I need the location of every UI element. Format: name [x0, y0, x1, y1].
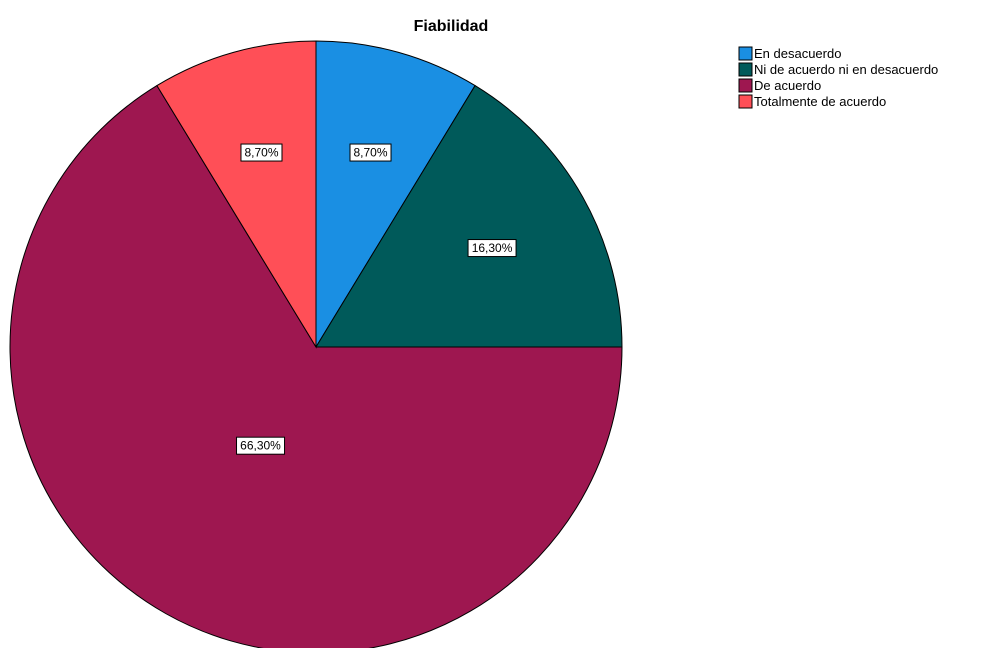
data-label-text: 16,30%	[472, 241, 513, 255]
data-label: 66,30%	[236, 436, 286, 455]
legend-label-en-desacuerdo: En desacuerdo	[754, 46, 841, 61]
data-label-box	[236, 436, 286, 455]
data-label-text: 8,70%	[353, 146, 387, 160]
data-label-text: 8,70%	[244, 146, 278, 160]
legend-swatch-ni-de-acuerdo-ni-en-desacuerdo	[738, 62, 753, 77]
chart-title: Fiabilidad	[414, 18, 489, 35]
legend-swatch-totalmente-de-acuerdo	[738, 94, 753, 109]
pie-slices	[9, 40, 623, 648]
data-label: 8,70%	[349, 143, 392, 162]
data-label-box	[349, 143, 392, 162]
pie-slice-totalmente-de-acuerdo	[156, 40, 317, 349]
legend-label-de-acuerdo: De acuerdo	[754, 78, 821, 93]
data-label: 8,70%	[240, 143, 283, 162]
legend-swatch-de-acuerdo	[738, 78, 753, 93]
data-label: 16,30%	[467, 239, 517, 258]
legend-label-totalmente-de-acuerdo: Totalmente de acuerdo	[754, 94, 886, 109]
legend-label-ni-de-acuerdo-ni-en-desacuerdo: Ni de acuerdo ni en desacuerdo	[754, 62, 938, 77]
data-label-box	[467, 239, 517, 258]
data-label-text: 66,30%	[240, 439, 281, 453]
pie-slice-en-desacuerdo	[315, 40, 476, 349]
pie-data-labels: 8,70% 16,30% 66,30% 8,70%	[236, 143, 517, 455]
legend-swatch-en-desacuerdo	[738, 46, 753, 61]
pie-slice-de-acuerdo	[9, 84, 623, 648]
data-label-box	[240, 143, 283, 162]
pie-slice-ni-de-acuerdo-ni-en-desacuerdo	[315, 84, 623, 348]
